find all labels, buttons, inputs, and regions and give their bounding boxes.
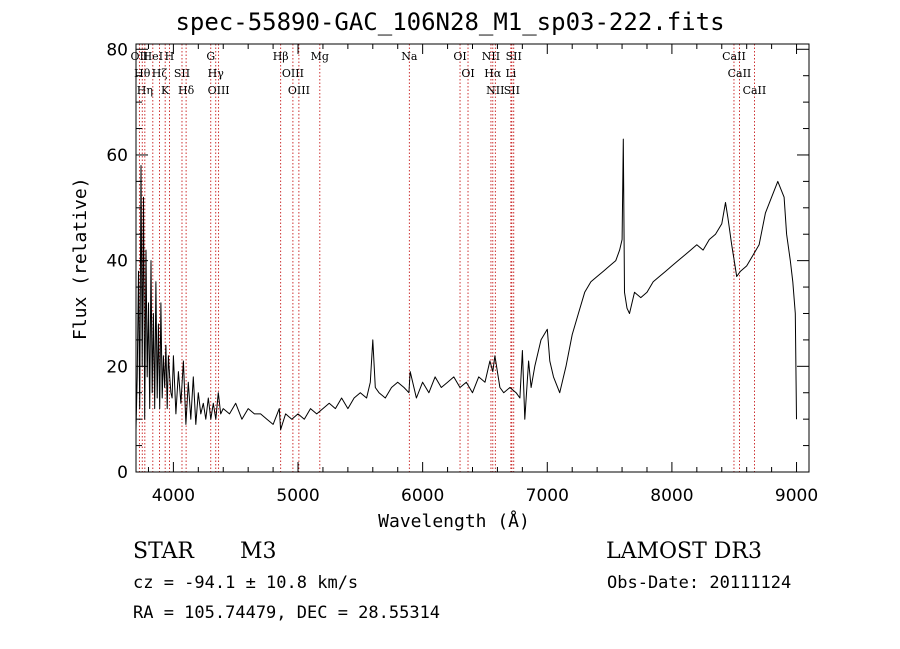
- feature-label: Hθ: [134, 67, 151, 80]
- redshift-value: cz = -94.1 ± 10.8 km/s: [133, 573, 359, 593]
- y-tick-label: 40: [106, 252, 128, 272]
- feature-label: SII: [174, 67, 190, 80]
- feature-label: Na: [401, 50, 418, 63]
- y-tick-label: 60: [106, 146, 128, 166]
- observation-date: Obs-Date: 20111124: [607, 573, 792, 593]
- feature-label: CaII: [722, 50, 746, 63]
- feature-label: NII: [486, 84, 504, 97]
- feature-label: HeI: [143, 50, 163, 63]
- x-tick-label: 9000: [775, 486, 818, 506]
- y-tick-label: 0: [117, 463, 128, 483]
- x-tick-label: 8000: [650, 486, 693, 506]
- feature-label: OIII: [282, 67, 304, 80]
- y-tick-label: 20: [106, 357, 128, 377]
- chart-title: spec-55890-GAC_106N28_M1_sp03-222.fits: [175, 8, 725, 36]
- x-tick-label: 4000: [152, 486, 195, 506]
- feature-label: Hδ: [178, 84, 195, 97]
- feature-label: CaII: [743, 84, 767, 97]
- feature-label: OIII: [208, 84, 230, 97]
- axis-ticks: 4000 5000 6000 7000 8000 9000 0 20 40 60 80: [106, 40, 818, 506]
- spectrum-series: [135, 138, 797, 431]
- feature-label: K: [161, 84, 170, 97]
- emission-line-markers: [138, 44, 755, 472]
- line-labels: OII Hθ Hη HeI Hζ K H SII Hδ G Hγ OIII Hβ OIII OIII Mg Na…: [131, 50, 767, 97]
- feature-label: CaII: [728, 67, 752, 80]
- feature-label: OI: [453, 50, 466, 63]
- y-tick-label: 80: [106, 40, 128, 60]
- feature-label: Mg: [311, 50, 329, 63]
- feature-label: G: [206, 50, 215, 63]
- x-axis-label: Wavelength (Å): [378, 511, 530, 532]
- feature-label: SII: [506, 50, 522, 63]
- feature-label: Hβ: [273, 50, 289, 63]
- sky-coordinates: RA = 105.74479, DEC = 28.55314: [133, 603, 441, 623]
- feature-label: OII: [131, 50, 149, 63]
- object-class: STAR: [133, 539, 194, 564]
- x-tick-label: 5000: [276, 486, 319, 506]
- feature-label: H: [165, 50, 175, 63]
- spectrum-line: [135, 138, 797, 431]
- feature-label: OI: [461, 67, 474, 80]
- object-subclass: M3: [240, 539, 277, 564]
- y-axis-label: Flux (relative): [70, 177, 91, 340]
- feature-label: NII: [482, 50, 500, 63]
- survey-name: LAMOST DR3: [606, 539, 762, 564]
- feature-label: Hγ: [208, 67, 225, 80]
- feature-label: Hα: [484, 67, 502, 80]
- feature-label: SII: [504, 84, 520, 97]
- feature-label: Hη: [137, 84, 153, 97]
- x-tick-label: 7000: [526, 486, 569, 506]
- feature-label: Hζ: [152, 67, 168, 80]
- feature-label: Li: [505, 67, 516, 80]
- x-tick-label: 6000: [401, 486, 444, 506]
- feature-label: OIII: [288, 84, 310, 97]
